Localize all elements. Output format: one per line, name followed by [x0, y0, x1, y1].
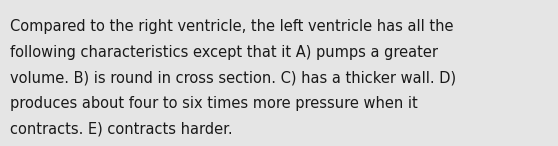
Text: following characteristics except that it A) pumps a greater: following characteristics except that it… — [10, 45, 438, 60]
Text: Compared to the right ventricle, the left ventricle has all the: Compared to the right ventricle, the lef… — [10, 19, 454, 34]
Text: volume. B) is round in cross section. C) has a thicker wall. D): volume. B) is round in cross section. C)… — [10, 70, 456, 85]
Text: contracts. E) contracts harder.: contracts. E) contracts harder. — [10, 121, 233, 136]
Text: produces about four to six times more pressure when it: produces about four to six times more pr… — [10, 96, 418, 111]
